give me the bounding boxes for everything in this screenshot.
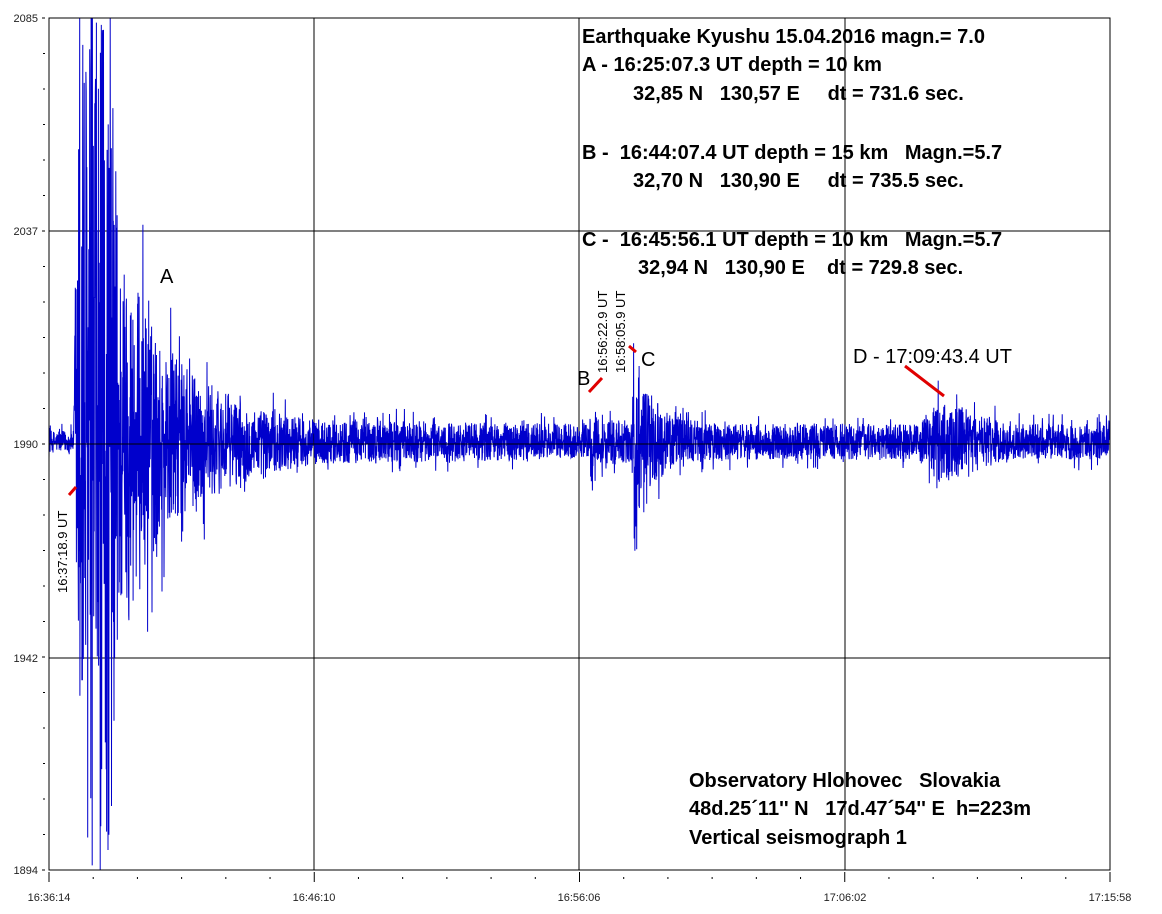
x-tick-label: 17:15:58 bbox=[1089, 892, 1132, 904]
arrival-time-c: 16:58:05.9 UT bbox=[613, 291, 628, 373]
arrival-time-a: 16:37:18.9 UT bbox=[55, 511, 70, 593]
event-letter-b: B bbox=[577, 368, 590, 390]
y-tick-label: 2037 bbox=[14, 226, 38, 238]
x-tick-label: 16:56:06 bbox=[558, 892, 601, 904]
axis-ticks bbox=[42, 17, 1111, 882]
info-c-line2: 32,94 N 130,90 E dt = 729.8 sec. bbox=[638, 257, 963, 279]
y-tick-label: 1990 bbox=[14, 439, 38, 451]
x-tick-labels: 16:36:14 16:46:10 16:56:06 17:06:02 17:1… bbox=[28, 892, 1132, 904]
event-info: Earthquake Kyushu 15.04.2016 magn.= 7.0 … bbox=[582, 26, 1002, 279]
y-tick-label: 1894 bbox=[14, 865, 38, 877]
observatory-coords: 48d.25´11'' N 17d.47´54'' E h=223m bbox=[689, 798, 1031, 820]
marker-b bbox=[587, 376, 604, 394]
plot-frame bbox=[48, 17, 1111, 871]
x-tick-label: 16:36:14 bbox=[28, 892, 71, 904]
y-tick-label: 2085 bbox=[14, 13, 38, 25]
info-b-line2: 32,70 N 130,90 E dt = 735.5 sec. bbox=[633, 170, 964, 192]
info-a-line1: A - 16:25:07.3 UT depth = 10 km bbox=[582, 54, 882, 76]
marker-a bbox=[67, 486, 78, 496]
info-title: Earthquake Kyushu 15.04.2016 magn.= 7.0 bbox=[582, 26, 985, 48]
marker-c bbox=[628, 344, 637, 354]
event-letter-a: A bbox=[160, 266, 174, 288]
observatory-info: Observatory Hlohovec Slovakia 48d.25´11'… bbox=[689, 770, 1031, 849]
arrival-time-b: 16:56:22.9 UT bbox=[595, 291, 610, 373]
y-tick-labels: 2085 2037 1990 1942 1894 bbox=[14, 13, 38, 877]
x-tick-label: 17:06:02 bbox=[824, 892, 867, 904]
observatory-name: Observatory Hlohovec Slovakia bbox=[689, 770, 1001, 792]
event-letter-c: C bbox=[641, 349, 655, 371]
instrument-name: Vertical seismograph 1 bbox=[689, 827, 907, 849]
seismograph-trace bbox=[48, 17, 1111, 871]
event-markers: A B C D - 17:09:43.4 UT 16:37:18.9 UT 16… bbox=[55, 266, 1012, 593]
y-tick-label: 1942 bbox=[14, 653, 38, 665]
marker-d bbox=[904, 364, 945, 398]
event-label-d: D - 17:09:43.4 UT bbox=[853, 346, 1012, 368]
info-a-line2: 32,85 N 130,57 E dt = 731.6 sec. bbox=[633, 83, 964, 105]
info-c-line1: C - 16:45:56.1 UT depth = 10 km Magn.=5.… bbox=[582, 229, 1002, 251]
x-tick-label: 16:46:10 bbox=[293, 892, 336, 904]
info-b-line1: B - 16:44:07.4 UT depth = 15 km Magn.=5.… bbox=[582, 142, 1002, 164]
